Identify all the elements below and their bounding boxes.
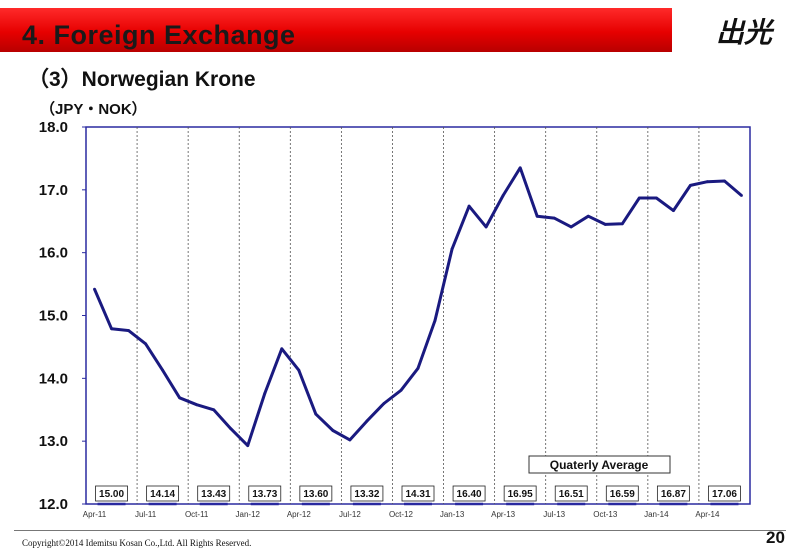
quarterly-average-value: 14.31 <box>405 489 430 500</box>
quarterly-average-value: 13.43 <box>201 489 226 500</box>
data-point <box>212 408 216 412</box>
quarterly-average-box <box>350 485 384 502</box>
quarterly-average-box <box>554 485 588 502</box>
footer-rule <box>14 530 786 531</box>
company-logo: 出光 <box>716 16 775 49</box>
data-point <box>229 427 233 430</box>
data-point <box>740 194 743 197</box>
x-tick-label: Oct-12 <box>389 510 414 519</box>
quarterly-average-value: 16.40 <box>457 489 482 500</box>
unit-label: （JPY・NOK） <box>40 101 147 118</box>
quarterly-average-value: 15.00 <box>99 489 124 500</box>
data-point <box>586 214 590 218</box>
quarterly-average-box <box>248 485 282 502</box>
data-point <box>127 329 130 332</box>
data-point <box>263 392 267 395</box>
quarterly-average-box <box>146 485 180 502</box>
logo-text: 出光 <box>716 16 775 49</box>
data-point <box>654 196 658 200</box>
data-point <box>416 366 420 370</box>
page-number: 20 <box>766 528 785 547</box>
x-tick-label: Jul-12 <box>339 510 361 519</box>
title-banner: 4. Foreign Exchange <box>0 8 672 52</box>
y-tick-label: 16.0 <box>39 245 68 262</box>
x-tick-label: Jul-13 <box>543 510 565 519</box>
data-point <box>280 347 284 351</box>
data-point <box>433 319 437 322</box>
quarterly-average-value: 16.51 <box>559 489 584 500</box>
copyright-footer: Copyright©2014 Idemitsu Kosan Co.,Ltd. A… <box>22 538 252 548</box>
quarterly-average-box <box>605 485 639 502</box>
data-point <box>93 287 96 291</box>
quarterly-average-box <box>452 485 486 502</box>
data-point <box>382 402 386 405</box>
quarterly-average-value: 16.95 <box>508 489 533 500</box>
data-point <box>246 444 250 447</box>
data-point <box>552 216 556 220</box>
quarterly-average-box <box>656 485 690 502</box>
quarterly-average-box <box>401 485 435 502</box>
y-tick-label: 12.0 <box>39 496 68 513</box>
y-tick-label: 15.0 <box>39 308 68 325</box>
data-point <box>467 204 471 208</box>
y-tick-label: 13.0 <box>39 433 68 450</box>
x-tick-label: Jan-14 <box>644 510 669 519</box>
x-tick-label: Oct-11 <box>185 510 209 519</box>
data-point <box>399 388 403 392</box>
data-point <box>671 209 675 212</box>
y-tick-label: 18.0 <box>39 119 68 136</box>
x-tick-label: Jan-12 <box>236 510 261 519</box>
data-point <box>178 396 182 400</box>
data-point <box>348 438 352 442</box>
quarterly-average-legend: Quaterly Average <box>550 458 649 472</box>
quarterly-average-box <box>197 485 231 502</box>
x-tick-label: Apr-11 <box>83 510 107 519</box>
quarterly-average-value: 17.06 <box>712 489 737 500</box>
data-point <box>331 429 335 432</box>
x-tick-label: Apr-14 <box>695 510 720 519</box>
data-point <box>706 180 709 184</box>
quarterly-average-value: 16.87 <box>661 489 686 500</box>
quarterly-average-value: 14.14 <box>150 489 175 500</box>
x-tick-label: Jan-13 <box>440 510 465 519</box>
data-point <box>161 368 165 372</box>
quarterly-average-box <box>503 485 537 502</box>
data-point <box>314 412 318 416</box>
data-point <box>484 225 488 229</box>
data-point <box>195 403 199 407</box>
x-tick-label: Apr-12 <box>287 510 312 519</box>
data-point <box>569 225 573 229</box>
data-point <box>637 196 641 200</box>
data-point <box>723 179 726 183</box>
data-point <box>144 342 147 346</box>
data-point <box>297 368 301 372</box>
data-point <box>518 166 522 170</box>
data-point <box>365 419 369 423</box>
quarterly-average-value: 13.32 <box>354 489 379 500</box>
data-point <box>501 194 505 197</box>
x-tick-label: Jul-11 <box>135 510 157 519</box>
quarterly-average-box <box>95 485 128 502</box>
quarterly-average-value: 13.73 <box>252 489 277 500</box>
quarterly-average-box <box>299 485 333 502</box>
data-point <box>689 184 692 187</box>
page-title: 4. Foreign Exchange <box>22 20 296 50</box>
x-tick-label: Apr-13 <box>491 510 516 519</box>
data-point <box>110 327 113 331</box>
y-tick-label: 14.0 <box>39 370 68 387</box>
quarterly-average-box <box>708 485 741 502</box>
plot-area <box>85 126 751 505</box>
data-point <box>620 222 624 226</box>
data-point <box>603 222 607 226</box>
quarterly-average-value: 13.60 <box>303 489 328 500</box>
data-point <box>535 214 539 218</box>
quarterly-average-legend-box <box>528 455 671 474</box>
chart-subtitle: （3）Norwegian Krone <box>28 68 256 91</box>
y-tick-label: 17.0 <box>39 182 68 199</box>
quarterly-average-value: 16.59 <box>610 489 635 500</box>
data-point <box>450 247 454 251</box>
x-tick-label: Oct-13 <box>593 510 618 519</box>
